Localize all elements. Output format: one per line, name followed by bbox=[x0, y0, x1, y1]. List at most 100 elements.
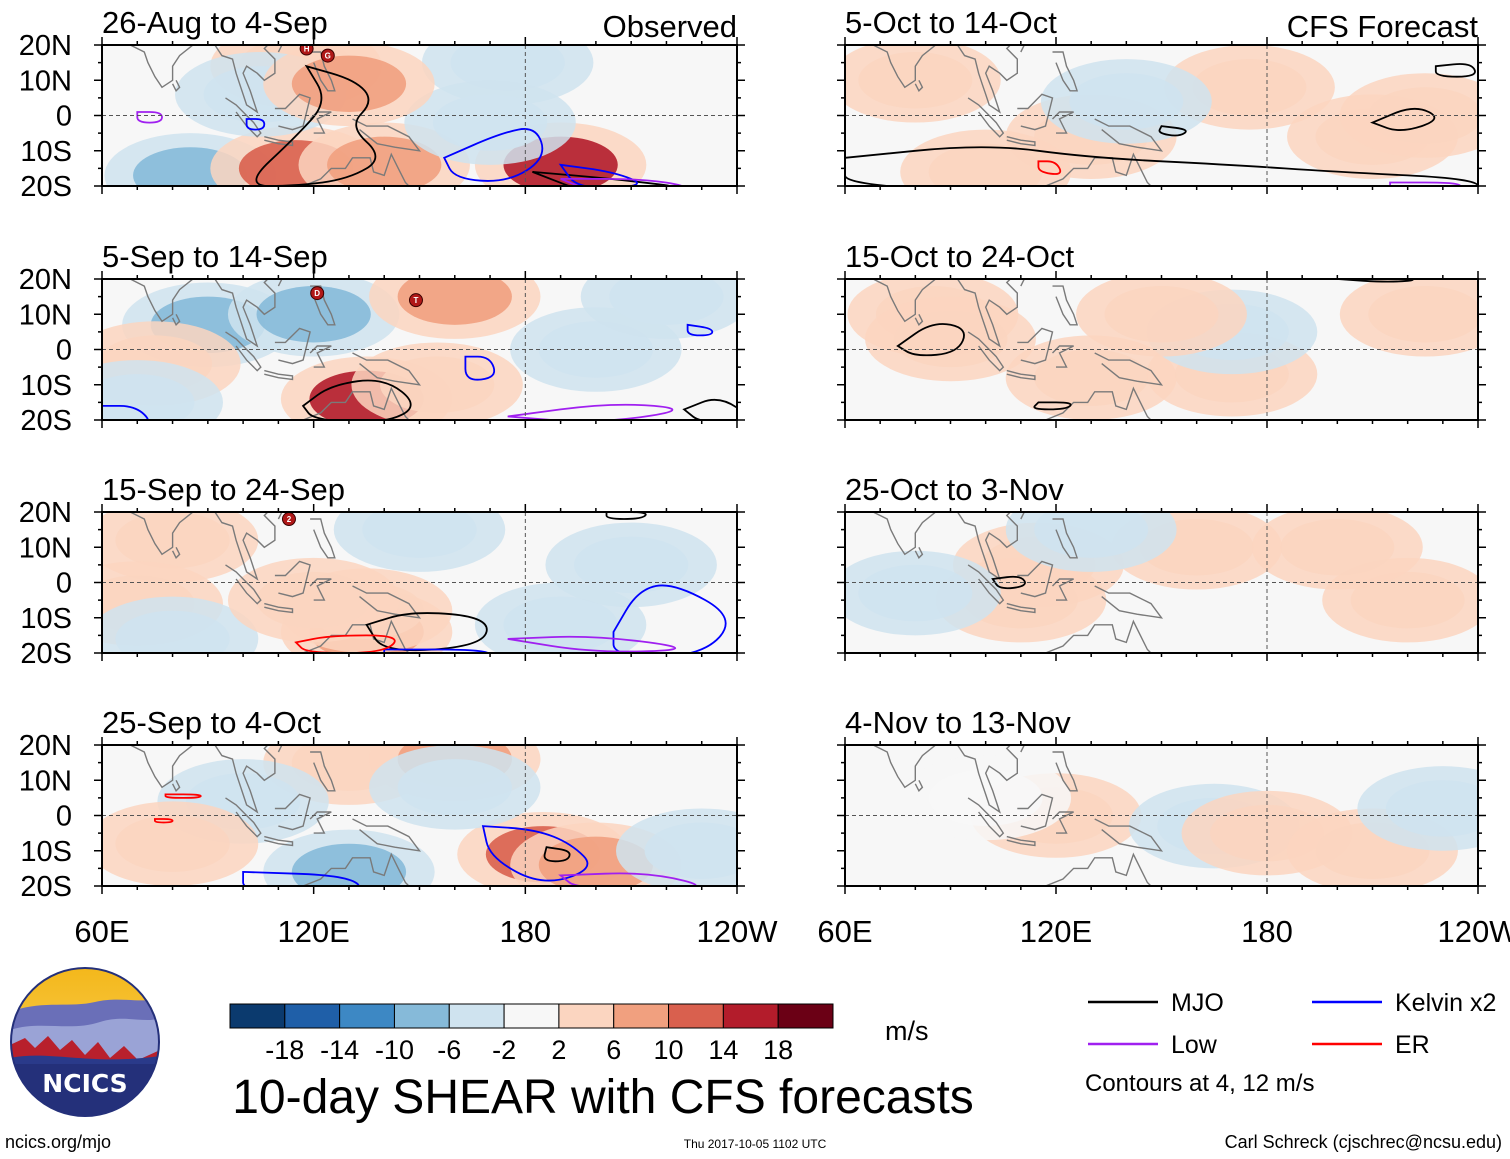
legend-entry: Kelvin x2 bbox=[1312, 989, 1496, 1017]
coastline bbox=[274, 93, 311, 131]
colorbar-swatch bbox=[558, 1003, 615, 1029]
coastline bbox=[1006, 835, 1036, 847]
contour-kelvin-x2 bbox=[464, 355, 496, 381]
x-axis-labels: 60E 120E 180 120W 60E 120E 180 120W bbox=[74, 914, 1510, 949]
coastline bbox=[1094, 585, 1164, 619]
coastline bbox=[1017, 93, 1054, 131]
y-tick-label: 20S bbox=[20, 405, 72, 437]
coastline bbox=[1017, 560, 1054, 598]
coastline bbox=[264, 835, 294, 847]
coastline bbox=[264, 602, 294, 614]
colorbar-label: -6 bbox=[437, 1035, 461, 1065]
contour-low bbox=[560, 177, 685, 186]
colorbar-swatch bbox=[613, 1003, 670, 1029]
svg-text:D: D bbox=[314, 289, 320, 298]
legend-label: ER bbox=[1395, 1031, 1430, 1059]
shear-anomaly-core bbox=[644, 822, 737, 879]
y-tick-label: 20S bbox=[20, 871, 72, 903]
x-tick-label: 120W bbox=[1438, 914, 1510, 949]
shear-anomaly-core bbox=[432, 94, 548, 151]
y-tick-label: 20N bbox=[19, 730, 72, 762]
x-tick-label: 120W bbox=[697, 914, 779, 949]
contour-low bbox=[136, 111, 163, 124]
colorbar-swatch bbox=[668, 1003, 724, 1029]
colorbar-label: 6 bbox=[606, 1035, 621, 1065]
colorbar-units: m/s bbox=[885, 1016, 929, 1046]
contour-mjo bbox=[532, 171, 675, 186]
y-tick-label: 10N bbox=[19, 765, 72, 797]
shear-anomaly-core bbox=[1350, 571, 1465, 629]
coastline bbox=[271, 512, 283, 520]
y-tick-label: 10S bbox=[20, 370, 72, 402]
colorbar-swatch bbox=[448, 1003, 505, 1029]
ncics-logo: NCICS bbox=[10, 967, 160, 1117]
coastline bbox=[271, 279, 283, 287]
y-tick-label: 20S bbox=[20, 638, 72, 670]
contour-kelvin-x2 bbox=[383, 648, 490, 653]
coastline bbox=[956, 512, 1018, 581]
coastline bbox=[1052, 285, 1079, 326]
coastline bbox=[274, 327, 311, 365]
y-tick-label: 10N bbox=[19, 532, 72, 564]
storm-marker: G bbox=[320, 48, 335, 63]
panel-period-label: 25-Sep to 4-Oct bbox=[102, 705, 321, 740]
shear-anomaly-core bbox=[1368, 286, 1478, 343]
shear-anomaly-core bbox=[397, 279, 512, 325]
contour-low bbox=[507, 635, 676, 653]
coastline bbox=[171, 779, 181, 792]
legend-label: Kelvin x2 bbox=[1395, 989, 1496, 1017]
coastline bbox=[264, 136, 294, 147]
coastline bbox=[1052, 751, 1079, 792]
contour-low bbox=[507, 403, 674, 420]
coastline bbox=[129, 745, 195, 789]
footer-author: Carl Schreck (cjschrec@ncsu.edu) bbox=[1225, 1132, 1502, 1152]
y-tick-label: 10S bbox=[20, 603, 72, 635]
coastline bbox=[129, 512, 195, 556]
coastline bbox=[1013, 512, 1026, 520]
colorbar-label: 10 bbox=[654, 1035, 684, 1065]
contour-er bbox=[1037, 160, 1062, 175]
coastline bbox=[1052, 578, 1074, 601]
contour-mjo bbox=[896, 323, 965, 357]
contour-mjo bbox=[1158, 125, 1187, 137]
colorbar-swatch bbox=[722, 1003, 779, 1029]
shear-anomaly-core bbox=[1280, 519, 1395, 576]
contour-kelvin-x2 bbox=[481, 825, 589, 882]
coastline bbox=[1006, 369, 1036, 381]
coastline bbox=[129, 279, 195, 323]
coastline bbox=[214, 745, 276, 814]
svg-text:2: 2 bbox=[287, 515, 292, 524]
svg-text:G: G bbox=[325, 52, 331, 61]
legend-label: Low bbox=[1171, 1031, 1218, 1059]
map-panel: 5-Oct to 14-Oct CFS Forecast bbox=[837, 5, 1486, 194]
coastline bbox=[967, 564, 1005, 605]
x-tick-label: 180 bbox=[499, 914, 551, 949]
shear-anomaly-core bbox=[928, 769, 1043, 827]
contour-mjo bbox=[605, 512, 647, 520]
coastline bbox=[967, 97, 1005, 138]
contour-kelvin-x2 bbox=[612, 584, 727, 653]
shear-anomaly-core bbox=[397, 759, 512, 816]
coastline bbox=[1017, 793, 1054, 831]
coastline bbox=[171, 546, 181, 559]
colorbar-label: 2 bbox=[551, 1035, 566, 1065]
logo-text: NCICS bbox=[42, 1069, 127, 1098]
shear-anomaly-core bbox=[256, 571, 371, 629]
contour-mjo bbox=[1434, 63, 1476, 78]
colorbar-label: -10 bbox=[375, 1035, 414, 1065]
shear-anomaly-core bbox=[102, 374, 195, 420]
coastline bbox=[352, 352, 422, 386]
shear-anomaly-core bbox=[1192, 59, 1307, 116]
y-tick-label: 0 bbox=[56, 335, 72, 367]
coastline bbox=[171, 313, 181, 326]
coastline bbox=[1052, 345, 1074, 368]
coastline bbox=[1043, 852, 1152, 886]
contour-mjo bbox=[991, 575, 1026, 590]
colorbar-swatch bbox=[503, 1003, 560, 1029]
shear-anomaly-core bbox=[928, 143, 1043, 186]
y-tick-label: 10N bbox=[19, 65, 72, 97]
contour-mjo bbox=[1370, 107, 1436, 131]
contour-legend: MJO Kelvin x2 Low ER bbox=[1088, 989, 1496, 1059]
